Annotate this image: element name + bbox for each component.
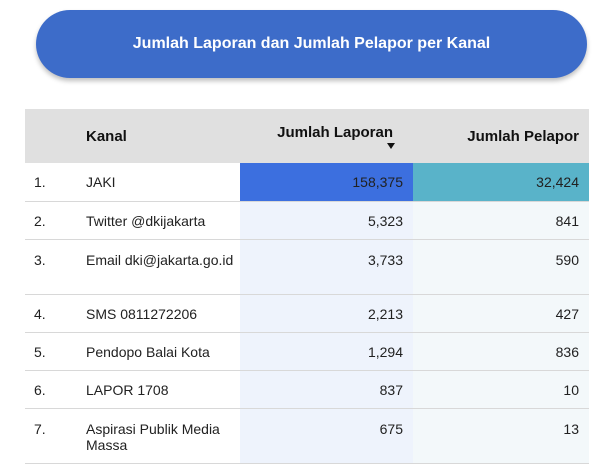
row-jumlah-pelapor: 427 — [413, 294, 589, 332]
row-jumlah-laporan: 675 — [240, 408, 413, 463]
row-index: 1. — [34, 174, 46, 190]
chart-title: Jumlah Laporan dan Jumlah Pelapor per Ka… — [132, 35, 491, 52]
header-jumlah-laporan-label: Jumlah Laporan — [277, 123, 393, 141]
row-kanal: Pendopo Balai Kota — [86, 343, 210, 360]
header-index — [25, 109, 77, 163]
kanal-table: Kanal Jumlah Laporan Jumlah Pelapor 1. J… — [25, 109, 589, 464]
row-kanal: SMS 0811272206 — [86, 305, 198, 322]
row-jumlah-pelapor: 841 — [413, 201, 589, 239]
row-jumlah-pelapor: 13 — [413, 408, 589, 463]
row-index: 6. — [34, 381, 46, 398]
row-jumlah-laporan: 2,213 — [240, 294, 413, 332]
table-row[interactable]: 7. Aspirasi Publik Media Massa 675 13 — [25, 408, 589, 463]
table-header-row: Kanal Jumlah Laporan Jumlah Pelapor — [25, 109, 589, 163]
row-jumlah-pelapor: 590 — [413, 239, 589, 294]
row-kanal: Aspirasi Publik Media Massa — [86, 420, 220, 453]
table-row[interactable]: 3. Email dki@jakarta.go.id 3,733 590 — [25, 239, 589, 294]
row-jumlah-laporan: 158,375 — [240, 163, 413, 201]
row-jumlah-laporan: 837 — [240, 370, 413, 408]
kanal-table-container: Kanal Jumlah Laporan Jumlah Pelapor 1. J… — [25, 109, 589, 464]
header-kanal-label: Kanal — [86, 127, 127, 145]
table-row[interactable]: 1. JAKI 158,375 32,424 — [25, 163, 589, 201]
sort-down-arrow-icon — [387, 143, 395, 149]
row-jumlah-laporan: 3,733 — [240, 239, 413, 294]
row-index: 5. — [34, 343, 46, 360]
row-jumlah-laporan: 5,323 — [240, 201, 413, 239]
row-index: 4. — [34, 305, 46, 322]
row-kanal: Twitter @dkijakarta — [86, 212, 206, 229]
row-index: 7. — [34, 420, 46, 437]
row-jumlah-pelapor: 836 — [413, 332, 589, 370]
header-jumlah-pelapor[interactable]: Jumlah Pelapor — [413, 109, 589, 163]
row-index: 2. — [34, 212, 46, 229]
table-row[interactable]: 5. Pendopo Balai Kota 1,294 836 — [25, 332, 589, 370]
header-kanal[interactable]: Kanal — [77, 109, 240, 163]
table-row[interactable]: 2. Twitter @dkijakarta 5,323 841 — [25, 201, 589, 239]
row-kanal: Email dki@jakarta.go.id — [86, 251, 234, 268]
row-kanal: JAKI — [86, 174, 116, 190]
table-row[interactable]: 4. SMS 0811272206 2,213 427 — [25, 294, 589, 332]
row-jumlah-pelapor: 10 — [413, 370, 589, 408]
table-row[interactable]: 6. LAPOR 1708 837 10 — [25, 370, 589, 408]
row-jumlah-pelapor: 32,424 — [413, 163, 589, 201]
chart-title-banner: Jumlah Laporan dan Jumlah Pelapor per Ka… — [36, 10, 587, 78]
header-jumlah-laporan[interactable]: Jumlah Laporan — [240, 109, 413, 163]
row-index: 3. — [34, 251, 46, 268]
header-jumlah-pelapor-label: Jumlah Pelapor — [467, 127, 579, 145]
row-jumlah-laporan: 1,294 — [240, 332, 413, 370]
row-kanal: LAPOR 1708 — [86, 381, 169, 398]
